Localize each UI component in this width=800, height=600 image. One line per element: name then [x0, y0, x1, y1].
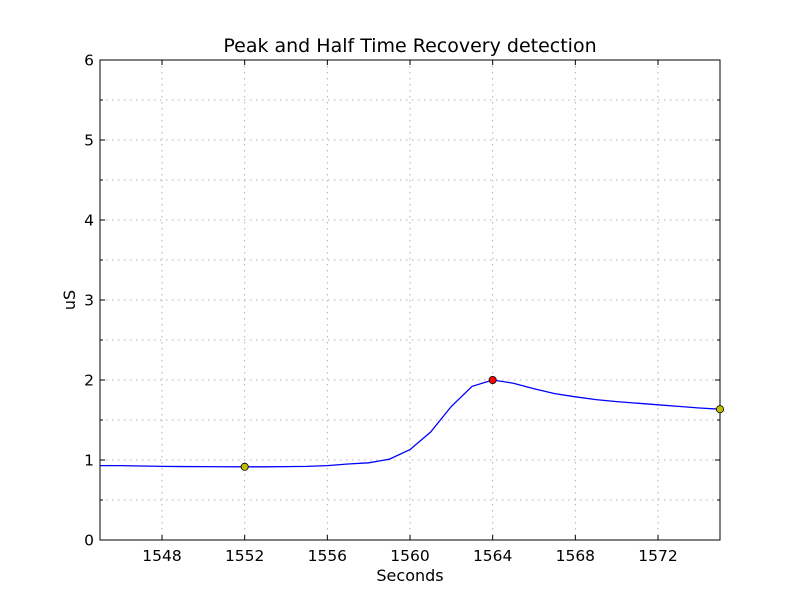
detection-marker [240, 462, 249, 471]
ticks [100, 59, 720, 541]
grid [100, 60, 720, 540]
x-tick-label: 1572 [638, 547, 677, 565]
y-tick-label: 6 [84, 52, 94, 70]
y-tick-label: 5 [84, 132, 94, 150]
y-tick-label: 2 [84, 372, 94, 390]
series-line [100, 379, 721, 468]
x-tick-label: 1548 [142, 547, 181, 565]
y-tick-label: 0 [84, 532, 94, 550]
detection-marker [488, 375, 497, 384]
chart-title: Peak and Half Time Recovery detection [223, 35, 596, 57]
x-axis-label: Seconds [376, 566, 443, 585]
x-tick-label: 1564 [473, 547, 512, 565]
x-tick-label: 1568 [556, 547, 595, 565]
x-tick-label: 1560 [390, 547, 429, 565]
detection-marker [716, 405, 725, 414]
x-tick-label: 1552 [225, 547, 264, 565]
tick-labels: 1548 1552 1556 1560 1564 1568 1572 0 1 2 3 4 5 6 [84, 52, 678, 566]
y-tick-label: 1 [84, 452, 94, 470]
y-tick-label: 4 [84, 212, 94, 230]
y-tick-label: 3 [84, 292, 94, 310]
markers [240, 375, 725, 471]
series-layer [100, 379, 721, 468]
x-tick-label: 1556 [308, 547, 347, 565]
y-axis-label: uS [60, 290, 79, 310]
